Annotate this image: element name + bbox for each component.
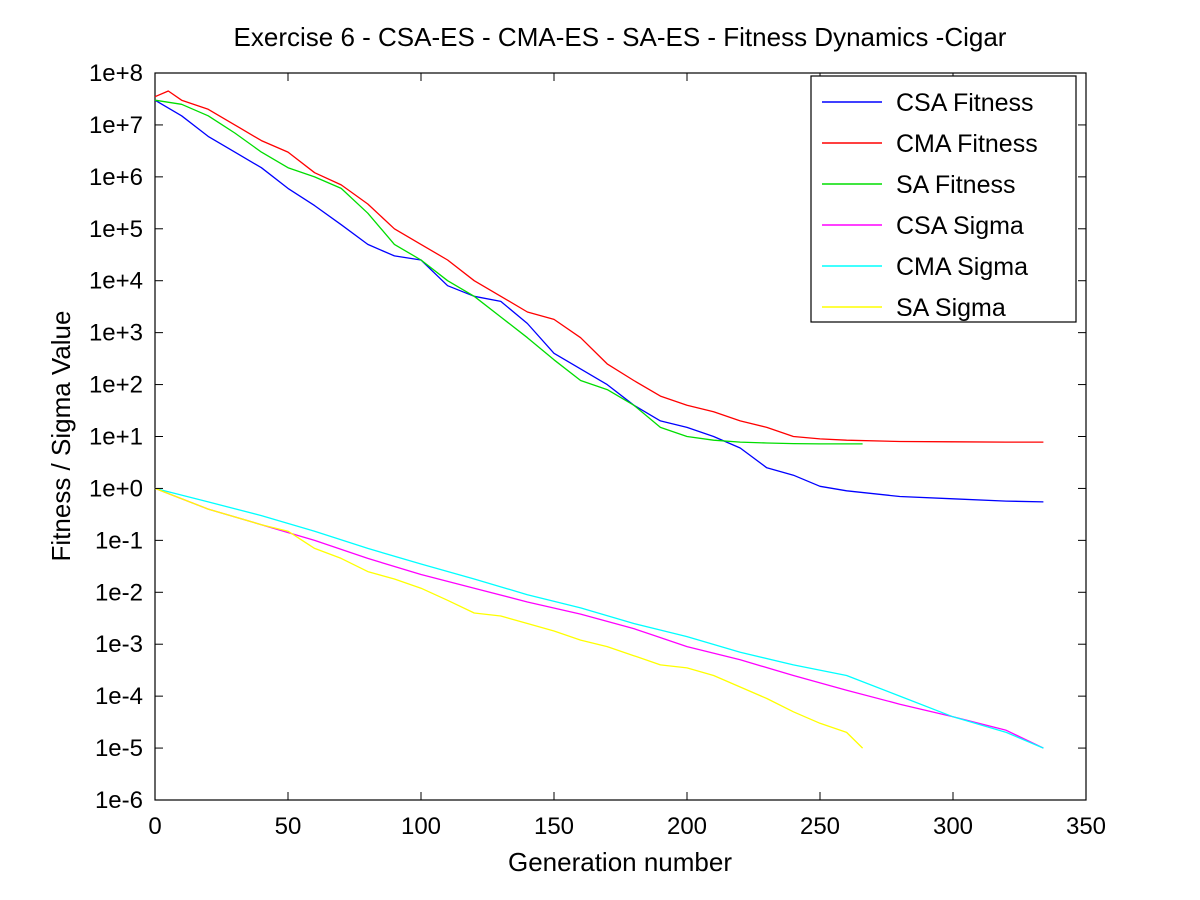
- x-axis-label: Generation number: [508, 847, 732, 877]
- series-line-cma-fitness: [154, 90, 1044, 443]
- y-tick-label: 1e+2: [89, 372, 143, 399]
- x-tick-label: 150: [534, 813, 574, 840]
- y-tick-label: 1e-4: [95, 683, 143, 710]
- y-axis-label: Fitness / Sigma Value: [46, 311, 76, 562]
- series-layer: [154, 90, 1044, 749]
- x-tick-label: 300: [933, 813, 973, 840]
- x-tick-label: 0: [148, 813, 161, 840]
- legend-label-sa-fitness: SA Fitness: [896, 171, 1016, 199]
- series-line-cma-sigma: [154, 487, 1044, 749]
- y-tick-label: 1e-3: [95, 631, 143, 658]
- series-line-sa-fitness: [154, 99, 863, 445]
- series-line-csa-fitness: [154, 99, 1044, 503]
- x-tick-label: 50: [275, 813, 302, 840]
- series-line-sa-sigma: [154, 487, 864, 749]
- x-tick-label: 250: [800, 813, 840, 840]
- y-tick-label: 1e+7: [89, 112, 143, 139]
- y-tick-label: 1e+1: [89, 424, 143, 451]
- legend-label-cma-sigma: CMA Sigma: [896, 253, 1028, 281]
- series-line-csa-sigma: [154, 487, 1044, 749]
- legend-label-cma-fitness: CMA Fitness: [896, 130, 1038, 158]
- x-tick-label: 200: [667, 813, 707, 840]
- y-tick-label: 1e-6: [95, 787, 143, 814]
- legend-label-csa-fitness: CSA Fitness: [896, 89, 1034, 117]
- y-tick-label: 1e-5: [95, 735, 143, 762]
- legend: CSA Fitness CMA Fitness SA Fitness CSA Sigm…: [810, 75, 1077, 323]
- y-tick-label: 1e+6: [89, 164, 143, 191]
- x-tick-label: 100: [401, 813, 441, 840]
- y-tick-label: 1e+4: [89, 268, 143, 295]
- legend-label-csa-sigma: CSA Sigma: [896, 212, 1024, 240]
- chart-title: Exercise 6 - CSA-ES - CMA-ES - SA-ES - F…: [234, 22, 1007, 52]
- legend-items: CSA Fitness CMA Fitness SA Fitness CSA Sigm…: [822, 89, 1038, 322]
- y-tick-label: 1e-2: [95, 579, 143, 606]
- x-tick-label: 350: [1066, 813, 1106, 840]
- y-tick-label: 1e+0: [89, 475, 143, 502]
- y-tick-label: 1e+8: [89, 60, 143, 87]
- legend-box: [810, 75, 1077, 323]
- legend-label-sa-sigma: SA Sigma: [896, 294, 1006, 322]
- ticks-layer: 0 50 100 150 200 250 300 350 1e-6 1e-5 1e-4 1e-3 1e-…: [89, 60, 1106, 840]
- y-tick-label: 1e-1: [95, 527, 143, 554]
- y-tick-label: 1e+3: [89, 320, 143, 347]
- y-tick-label: 1e+5: [89, 216, 143, 243]
